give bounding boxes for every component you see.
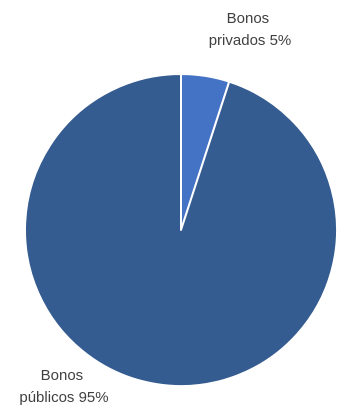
slice-label-publicos-line2: públicos 95%	[19, 389, 108, 406]
pie-slices	[24, 73, 337, 387]
slice-label-privados-line1: Bonos	[227, 10, 270, 27]
slice-label-publicos-line1: Bonos	[41, 367, 84, 384]
pie-slice-1	[24, 73, 337, 387]
slice-label-publicos: Bonos públicos 95%	[19, 367, 108, 406]
slice-label-privados-line2: privados 5%	[209, 32, 292, 49]
slice-label-privados: Bonos privados 5%	[209, 10, 292, 49]
